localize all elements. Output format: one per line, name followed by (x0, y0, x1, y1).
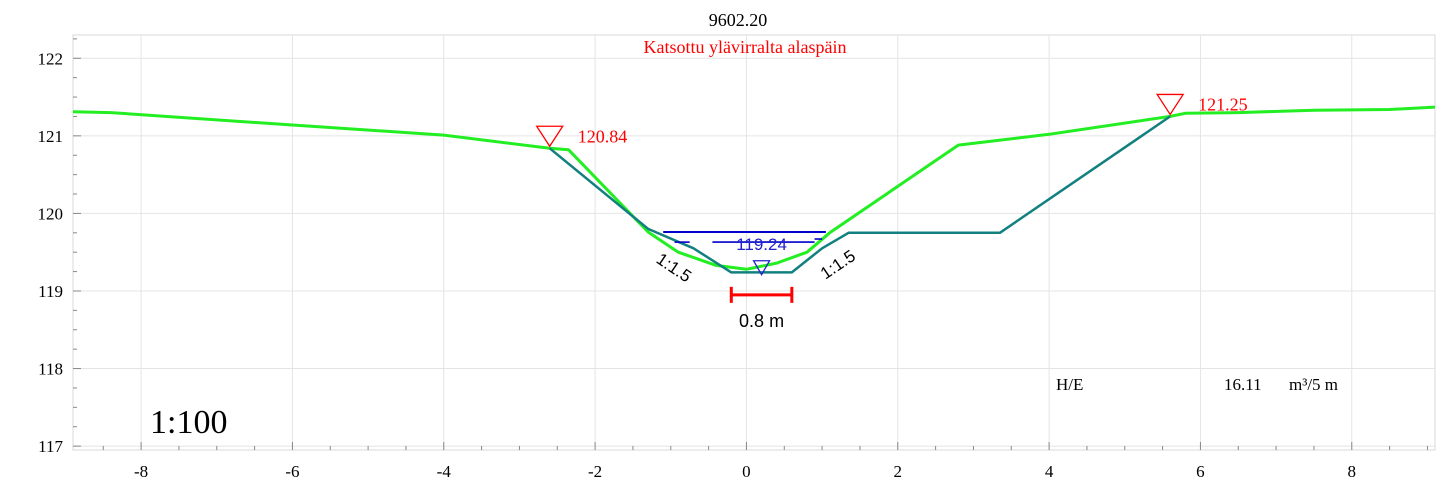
design-profile-line (548, 115, 1171, 274)
volume-label: H/E (1056, 375, 1083, 394)
elevation-marker-icon (1155, 93, 1185, 116)
chart-title: 9602.20 (709, 10, 768, 30)
x-tick-label: 6 (1196, 462, 1205, 481)
x-axis: -8 -6 -4 -2 0 2 4 6 8 (102, 442, 1428, 481)
y-tick-label: 122 (38, 49, 64, 68)
elevation-marker-icon (535, 125, 564, 148)
x-tick-label: -2 (588, 462, 602, 481)
scale-label: 1:100 (150, 404, 227, 441)
series-group (72, 105, 1436, 274)
y-tick-label: 121 (38, 127, 64, 146)
y-axis: 117 118 119 120 121 122 (38, 38, 81, 456)
water-level-marker-icon (752, 260, 771, 277)
x-tick-label: -4 (437, 462, 452, 481)
volume-unit: m³/5 m (1289, 375, 1338, 394)
x-tick-label: -6 (285, 462, 299, 481)
x-tick-label: 0 (742, 462, 751, 481)
x-tick-label: -8 (134, 462, 148, 481)
chart-subtitle: Katsottu ylävirralta alaspäin (644, 37, 847, 57)
y-tick-label: 118 (38, 360, 63, 379)
x-tick-label: 4 (1045, 462, 1054, 481)
y-tick-label: 119 (38, 282, 63, 301)
elevation-label: 121.25 (1198, 94, 1248, 114)
elevation-label: 120.84 (578, 126, 628, 146)
volume-value: 16.11 (1224, 375, 1262, 394)
y-tick-label: 117 (38, 437, 63, 456)
water-level-label: 119.24 (736, 235, 787, 254)
x-tick-label: 8 (1348, 462, 1357, 481)
ground-profile-line (72, 105, 1436, 271)
y-tick-label: 120 (38, 204, 64, 223)
grid (73, 35, 1435, 450)
x-tick-label: 2 (894, 462, 903, 481)
bottom-width-label: 0.8 m (739, 311, 784, 331)
